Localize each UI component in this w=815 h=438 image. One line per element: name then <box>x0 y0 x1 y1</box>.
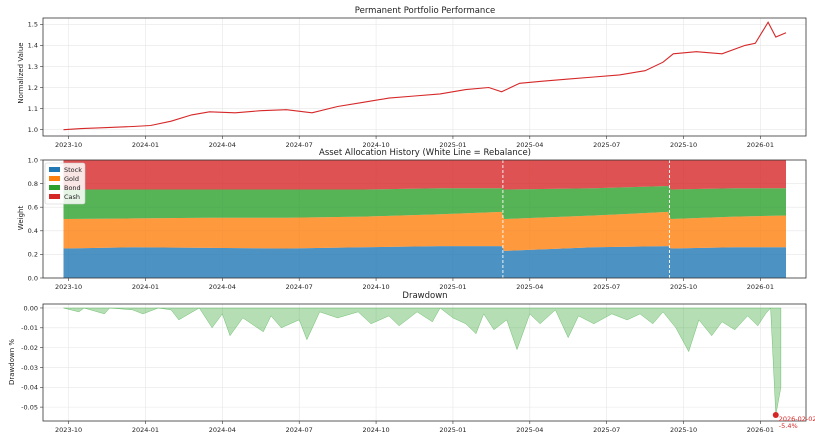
y-tick-label: 0.2 <box>28 251 38 259</box>
performance-ylabel: Normalized Value <box>17 42 25 103</box>
area-stock <box>63 246 786 278</box>
y-tick-label: -0.02 <box>21 344 38 352</box>
x-tick-label: 2024-07 <box>286 426 313 434</box>
legend-label-cash: Cash <box>64 193 80 201</box>
y-tick-label: 0.8 <box>28 180 38 188</box>
x-tick-label: 2025-01 <box>439 283 466 291</box>
allocation-legend: Stock Gold Bond Cash <box>44 162 86 205</box>
y-tick-label: 0.4 <box>28 227 38 235</box>
x-tick-label: 2025-10 <box>670 426 697 434</box>
legend-label-stock: Stock <box>64 166 82 174</box>
drawdown-ylabel: Drawdown % <box>8 339 16 385</box>
x-tick-label: 2025-07 <box>593 426 620 434</box>
x-tick-label: 2024-01 <box>132 283 159 291</box>
axes-frame <box>42 303 807 422</box>
x-tick-label: 2024-10 <box>362 283 389 291</box>
x-tick-label: 2024-01 <box>132 141 159 149</box>
drawdown-annotation: 2026-02-02 -5.4% <box>772 412 815 430</box>
max-drawdown-value: -5.4% <box>779 422 798 430</box>
x-tick-label: 2025-10 <box>670 141 697 149</box>
x-tick-label: 2025-10 <box>670 283 697 291</box>
y-tick-label: 1.4 <box>28 42 38 50</box>
x-tick-label: 2023-10 <box>55 283 82 291</box>
max-drawdown-marker <box>772 412 779 419</box>
axes-frame <box>42 17 807 137</box>
drawdown-title: Drawdown <box>402 291 447 301</box>
x-tick-label: 2025-07 <box>593 283 620 291</box>
y-tick-label: -0.05 <box>21 403 38 411</box>
y-tick-label: 1.0 <box>28 156 38 164</box>
x-tick-label: 2024-04 <box>209 141 236 149</box>
legend-label-bond: Bond <box>64 184 81 192</box>
drawdown-area <box>63 307 782 416</box>
performance-title: Permanent Portfolio Performance <box>355 6 495 16</box>
performance-chart: 2023-10 2024-01 2024-04 2024-07 2024-10 2025-… <box>28 17 807 149</box>
legend-swatch-gold <box>49 176 60 181</box>
x-tick-label: 2025-07 <box>593 141 620 149</box>
drawdown-chart: 2023-10 2024-01 2024-04 2024-07 2024-10 2025-… <box>21 303 807 434</box>
x-tick-label: 2024-07 <box>286 141 313 149</box>
allocation-chart: 2023-10 2024-01 2024-04 2024-07 2024-10 2025-… <box>28 156 807 291</box>
y-tick-label: 1.0 <box>28 126 38 134</box>
x-tick-label: 2025-04 <box>516 141 543 149</box>
x-tick-label: 2024-01 <box>132 426 159 434</box>
x-tick-label: 2026-01 <box>747 426 774 434</box>
x-tick-label: 2023-10 <box>55 426 82 434</box>
axes-frame <box>42 159 807 279</box>
x-tick-label: 2026-01 <box>747 141 774 149</box>
area-cash <box>63 160 786 190</box>
y-tick-label: 0.00 <box>24 304 38 312</box>
y-tick-label: 0.0 <box>28 274 38 282</box>
area-bond <box>63 186 786 219</box>
y-tick-label: 0.6 <box>28 204 38 212</box>
x-tick-label: 2024-07 <box>286 283 313 291</box>
x-tick-label: 2025-04 <box>516 426 543 434</box>
area-gold <box>63 211 786 251</box>
allocation-ylabel: Weight <box>17 206 25 231</box>
y-tick-label: 1.5 <box>28 21 38 29</box>
y-tick-label: -0.04 <box>21 384 38 392</box>
x-tick-label: 2025-01 <box>439 141 466 149</box>
legend-swatch-stock <box>49 167 60 172</box>
x-tick-label: 2024-10 <box>362 426 389 434</box>
x-tick-label: 2025-04 <box>516 283 543 291</box>
x-tick-label: 2024-10 <box>362 141 389 149</box>
x-tick-label: 2024-04 <box>209 283 236 291</box>
x-tick-label: 2026-01 <box>747 283 774 291</box>
x-tick-label: 2025-01 <box>439 426 466 434</box>
x-tick-label: 2023-10 <box>55 141 82 149</box>
max-drawdown-date: 2026-02-02 <box>779 415 815 423</box>
y-tick-label: -0.03 <box>21 364 38 372</box>
legend-swatch-cash <box>49 194 60 199</box>
y-tick-label: -0.01 <box>21 324 38 332</box>
legend-swatch-bond <box>49 185 60 190</box>
y-tick-label: 1.1 <box>28 105 38 113</box>
y-tick-label: 1.3 <box>28 63 38 71</box>
allocation-title: Asset Allocation History (White Line = R… <box>319 148 531 158</box>
legend-label-gold: Gold <box>64 175 79 183</box>
y-tick-label: 1.2 <box>28 84 38 92</box>
x-tick-label: 2024-04 <box>209 426 236 434</box>
performance-line <box>63 21 787 131</box>
